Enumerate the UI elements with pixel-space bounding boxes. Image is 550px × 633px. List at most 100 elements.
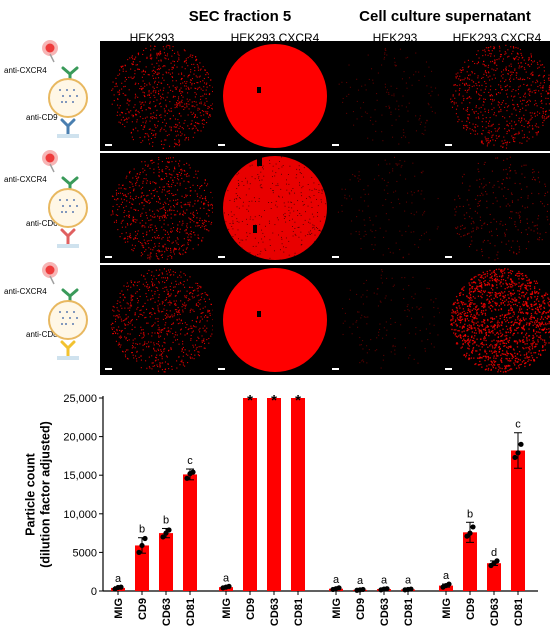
data-point [190, 469, 196, 475]
y-axis-label: (dilution factor adjusted) [39, 421, 53, 568]
y-tick-label: 0 [91, 586, 97, 598]
significance-label: b [163, 514, 169, 526]
y-tick-label: 5000 [73, 547, 97, 559]
x-tick-label: CD63 [489, 598, 501, 626]
x-tick-label: CD63 [379, 598, 391, 626]
significance-label: a [223, 572, 230, 584]
microscopy-tile [213, 153, 337, 263]
assay-schematic-cd81 [42, 262, 88, 360]
significance-label: a [381, 574, 388, 586]
row3-bottom-label: anti-CD81 [26, 330, 63, 339]
microscopy-tile [100, 41, 224, 151]
data-point [494, 558, 500, 564]
x-tick-label: CD81 [513, 598, 525, 626]
significance-label: a [333, 574, 340, 586]
data-point [166, 527, 172, 533]
data-point [139, 542, 145, 549]
significance-label: c [187, 455, 193, 467]
header-cell-culture: Cell culture supernatant [359, 8, 531, 25]
scale-bar [105, 368, 112, 370]
scale-bar [105, 144, 112, 146]
scale-bar [332, 368, 339, 370]
x-tick-label: CD9 [245, 598, 257, 620]
scale-bar [218, 256, 225, 258]
microscopy-tile [327, 153, 451, 263]
microscopy-tile [213, 265, 337, 375]
y-axis-label: Particle count [24, 452, 38, 535]
x-tick-label: CD81 [403, 598, 415, 626]
bar [243, 398, 257, 591]
row2-bottom-label: anti-CD63 [26, 219, 63, 228]
data-point [515, 450, 521, 456]
data-point [384, 586, 390, 592]
significance-label: a [405, 575, 412, 587]
data-point [467, 530, 473, 536]
significance-label: a [357, 575, 364, 587]
header-sec-fraction: SEC fraction 5 [188, 8, 292, 25]
microscopy-tile [213, 41, 337, 151]
row1-bottom-label: anti-CD9 [26, 113, 58, 122]
x-tick-label: CD81 [185, 598, 197, 626]
x-tick-label: MIG [113, 598, 125, 619]
data-point [136, 549, 142, 555]
significance-label: * [247, 392, 253, 409]
x-tick-label: CD9 [465, 598, 477, 620]
microscopy-tile [440, 265, 550, 375]
y-tick-label: 15,000 [63, 470, 97, 482]
bar [463, 532, 477, 591]
data-point [142, 535, 148, 542]
data-point [226, 583, 232, 589]
significance-label: * [295, 392, 301, 409]
row3-top-label: anti-CXCR4 [4, 287, 47, 296]
scale-bar [332, 144, 339, 146]
assay-schematic-cd63 [42, 150, 88, 248]
significance-label: a [443, 570, 450, 582]
data-point [518, 441, 524, 447]
bar [267, 398, 281, 591]
scale-bar [218, 144, 225, 146]
data-point [470, 524, 476, 530]
scale-bar [445, 144, 452, 146]
particle-count-bar-chart: Particle count (dilution factor adjusted)… [24, 392, 538, 626]
significance-label: c [515, 419, 521, 431]
bar [291, 398, 305, 591]
y-tick-label: 20,000 [63, 432, 97, 444]
y-tick-label: 10,000 [63, 509, 97, 521]
x-tick-label: CD81 [293, 598, 305, 626]
microscopy-tile [100, 153, 224, 263]
significance-label: d [491, 547, 497, 559]
significance-label: * [271, 392, 277, 409]
bar [135, 545, 149, 591]
x-tick-label: CD9 [355, 598, 367, 620]
data-point [118, 584, 124, 590]
microscopy-tile [100, 265, 224, 375]
x-tick-label: CD63 [269, 598, 281, 626]
bar [487, 563, 501, 591]
data-point [446, 581, 452, 587]
bar [159, 533, 173, 591]
significance-label: b [467, 508, 473, 520]
x-tick-label: CD63 [161, 598, 173, 626]
microscopy-tile [327, 265, 451, 375]
scale-bar [105, 256, 112, 258]
significance-label: a [115, 573, 122, 585]
scale-bar [445, 256, 452, 258]
microscopy-tile [440, 41, 550, 151]
x-tick-label: MIG [441, 598, 453, 619]
microscopy-tile [440, 153, 550, 263]
microscopy-tile [327, 41, 451, 151]
x-tick-label: MIG [221, 598, 233, 619]
assay-schematic-cd9 [42, 40, 88, 138]
row2-top-label: anti-CXCR4 [4, 175, 47, 184]
significance-label: b [139, 524, 145, 536]
data-point [336, 585, 342, 591]
bar [439, 585, 453, 591]
data-point [160, 534, 166, 540]
y-tick-label: 25,000 [63, 393, 97, 405]
data-point [184, 475, 190, 481]
scale-bar [218, 368, 225, 370]
data-point [360, 586, 366, 593]
row1-top-label: anti-CXCR4 [4, 66, 47, 75]
scale-bar [445, 368, 452, 370]
bar [183, 474, 197, 591]
